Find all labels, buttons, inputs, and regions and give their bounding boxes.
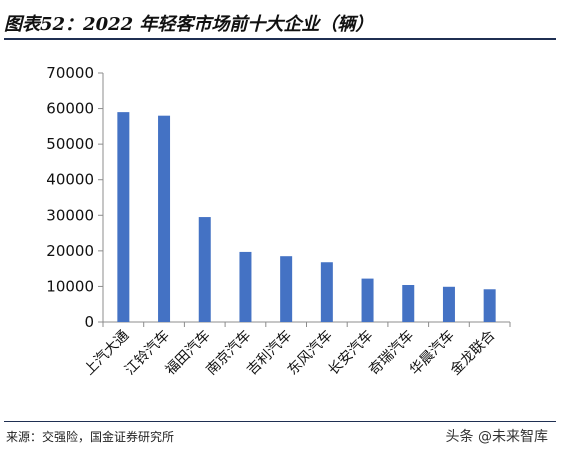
bar <box>117 112 130 322</box>
bar <box>239 251 252 322</box>
x-category-label: 金龙联合 <box>448 328 499 379</box>
bar <box>280 256 293 322</box>
y-tick-label: 70000 <box>46 64 94 82</box>
bar <box>402 285 415 322</box>
source-note: 来源：交强险，国金证券研究所 <box>6 430 175 444</box>
bar <box>320 262 333 322</box>
y-tick-label: 60000 <box>46 100 94 118</box>
watermark: 头条 @未来智库 <box>445 429 548 445</box>
y-tick-label: 30000 <box>46 206 94 224</box>
bar <box>158 115 171 322</box>
bar-chart: 010000200003000040000500006000070000上汽大通… <box>46 64 511 379</box>
y-tick-label: 0 <box>84 313 94 331</box>
bar <box>198 217 211 322</box>
y-tick-label: 40000 <box>46 171 94 189</box>
bar <box>361 278 374 322</box>
y-tick-label: 20000 <box>46 242 94 260</box>
y-tick-label: 10000 <box>46 277 94 295</box>
y-tick-label: 50000 <box>46 135 94 153</box>
title-divider <box>4 38 556 40</box>
footer-divider <box>4 421 556 422</box>
chart-title: 图表52：2022 年轻客市场前十大企业（辆） <box>4 14 374 35</box>
bar <box>442 286 455 322</box>
bar <box>483 289 496 322</box>
